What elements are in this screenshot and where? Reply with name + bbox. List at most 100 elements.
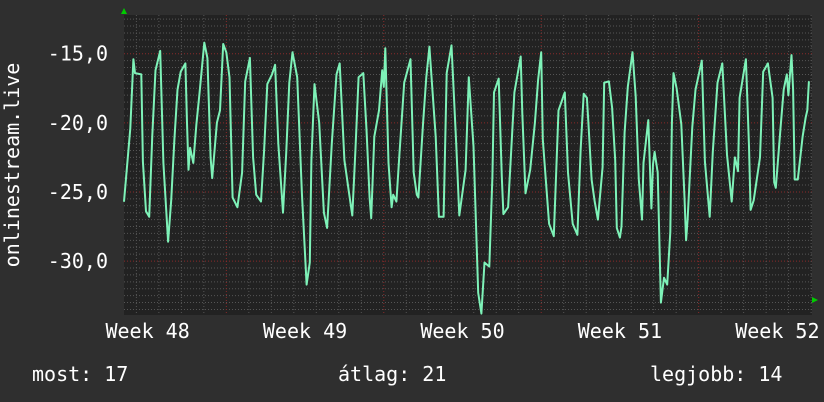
data-point [391, 206, 393, 208]
data-point [451, 44, 452, 46]
data-point [170, 199, 172, 201]
data-point [277, 143, 279, 145]
data-point [542, 138, 544, 140]
data-point [491, 176, 493, 178]
data-point [484, 262, 485, 263]
data-point [435, 136, 437, 138]
data-point [331, 143, 333, 145]
data-point [685, 239, 687, 241]
data-point [597, 219, 599, 221]
data-point [709, 216, 711, 218]
data-point [266, 83, 268, 85]
y-tick-label: -20,0 [48, 111, 108, 135]
data-point [151, 134, 153, 136]
data-point [695, 89, 696, 91]
data-point [219, 109, 221, 111]
data-point [416, 194, 418, 196]
data-point [772, 97, 774, 99]
data-point [310, 159, 312, 161]
data-point [488, 266, 490, 268]
data-point [339, 62, 341, 64]
data-point [594, 201, 596, 203]
data-point [666, 284, 668, 286]
data-point [734, 156, 736, 158]
data-point [591, 179, 593, 180]
data-point [438, 216, 440, 218]
data-point [395, 201, 397, 203]
data-point [180, 71, 182, 73]
data-point [676, 87, 678, 89]
data-point [627, 86, 629, 88]
data-point [731, 201, 733, 203]
data-point [123, 201, 125, 203]
data-point [455, 143, 457, 145]
data-point [792, 89, 794, 91]
data-point [318, 122, 320, 124]
data-point [155, 69, 156, 71]
data-point [145, 210, 147, 212]
data-point [392, 194, 394, 196]
data-point [384, 47, 386, 49]
data-point [236, 206, 238, 208]
data-point [129, 127, 131, 129]
data-point [608, 80, 610, 82]
data-point [211, 177, 213, 179]
data-point [673, 72, 674, 74]
x-tick-label: Week 50 [420, 319, 504, 343]
data-point [192, 162, 194, 164]
data-point [739, 97, 741, 99]
data-point [148, 216, 150, 218]
x-tick-labels: Week 48 Week 49 Week 50 Week 51 Week 52 [105, 319, 819, 343]
data-point [369, 197, 371, 198]
data-point [354, 150, 356, 151]
data-point [750, 209, 752, 211]
data-point [477, 292, 479, 294]
data-point [540, 51, 542, 53]
data-point [203, 42, 205, 44]
data-point [285, 152, 287, 154]
data-point [501, 176, 503, 178]
data-point [309, 262, 311, 263]
data-point [680, 123, 682, 125]
y-axis-label: onlinestream.live [0, 63, 24, 268]
data-point [654, 151, 656, 153]
data-point [186, 122, 188, 124]
data-point [241, 172, 243, 174]
data-point [553, 235, 555, 237]
legend-current: most: 17 [32, 362, 129, 386]
data-point [343, 159, 345, 161]
data-point [232, 197, 234, 198]
legend-best: legjobb: 14 [650, 362, 783, 386]
data-point [583, 93, 585, 95]
data-point [249, 57, 251, 59]
data-point [222, 43, 224, 45]
data-point [759, 156, 761, 158]
data-point [225, 51, 227, 53]
data-point [410, 58, 411, 60]
data-point [537, 79, 539, 81]
data-point [244, 80, 246, 82]
data-point [206, 57, 208, 59]
data-point [621, 226, 622, 227]
data-point [465, 169, 467, 171]
legend-average: átlag: 21 [338, 362, 447, 386]
data-point [614, 159, 616, 161]
data-point [195, 123, 197, 125]
data-point [611, 107, 613, 109]
series-points [123, 42, 810, 315]
data-point [748, 145, 750, 147]
data-point [669, 231, 671, 233]
data-point [336, 73, 337, 75]
data-point [381, 69, 383, 71]
data-point [602, 166, 604, 168]
data-point [140, 73, 142, 75]
data-point [348, 192, 350, 194]
data-point [525, 192, 526, 194]
data-point [619, 237, 621, 239]
x-tick-label: Week 52 [735, 319, 819, 343]
data-point [422, 122, 424, 124]
data-point [632, 51, 633, 53]
data-point [199, 91, 201, 93]
y-tick-label: -30,0 [48, 249, 108, 273]
data-point [370, 217, 372, 219]
